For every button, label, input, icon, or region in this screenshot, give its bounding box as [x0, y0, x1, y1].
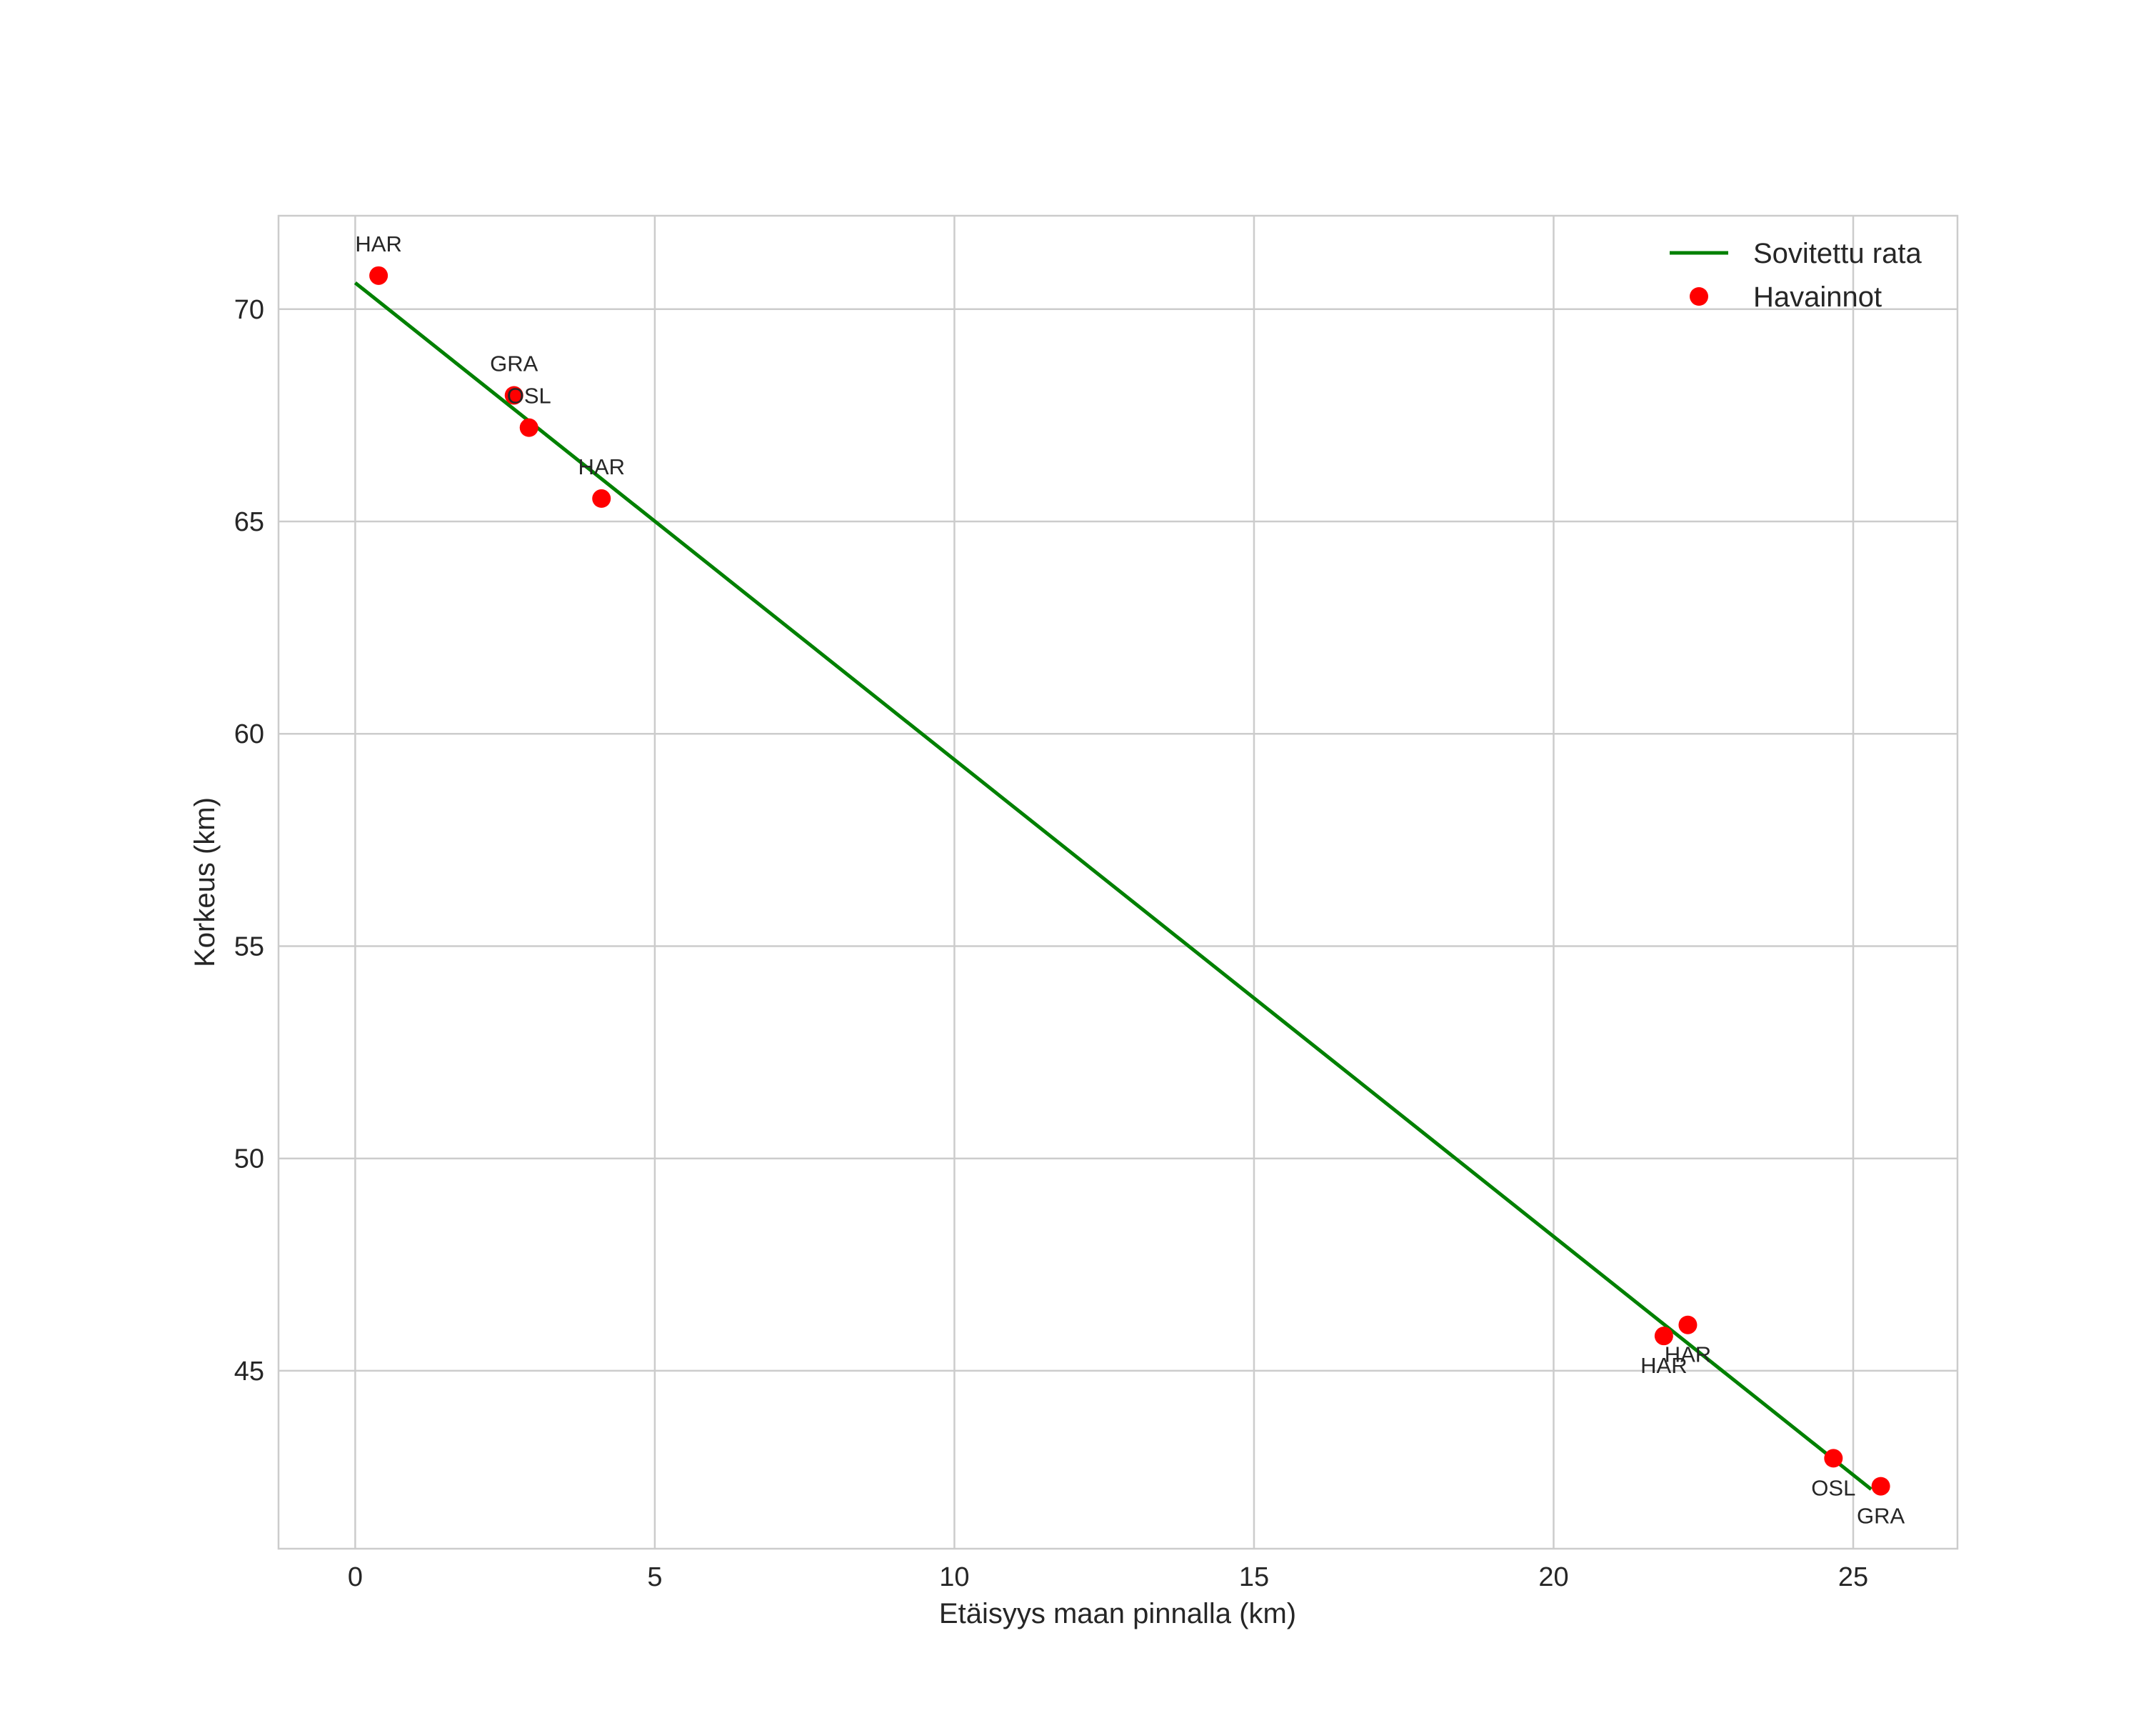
observation-point [1871, 1477, 1890, 1496]
observation-label: HAR [1665, 1342, 1711, 1367]
observation-label: GRA [490, 351, 538, 376]
tick-labels: 0 5 10 15 20 25 45 50 55 60 65 70 [234, 295, 1868, 1592]
plot-frame [277, 214, 1959, 1550]
observation-label: HAR [355, 231, 401, 256]
x-tick-label: 10 [939, 1562, 969, 1592]
y-tick-label: 55 [234, 932, 264, 962]
x-tick-label: 0 [348, 1562, 363, 1592]
fitted-trajectory-line [354, 281, 1872, 1491]
x-tick-label: 20 [1538, 1562, 1568, 1592]
x-tick-label: 5 [647, 1562, 662, 1592]
observation-point [1824, 1449, 1843, 1468]
observation-point [519, 418, 538, 437]
observation-point [592, 489, 611, 508]
observation-label: OSL [1811, 1475, 1855, 1500]
y-axis-label: Korkeus (km) [189, 797, 221, 967]
observation-point [504, 386, 523, 405]
grid [279, 216, 1957, 1549]
y-tick-label: 45 [234, 1357, 264, 1387]
observation-label: OSL [507, 384, 551, 409]
legend: Sovitettu rata Havainnot [1670, 238, 1922, 313]
legend-label-fit: Sovitettu rata [1753, 238, 1922, 269]
legend-marker-observations [1690, 287, 1708, 306]
observation-label: GRA [1857, 1504, 1905, 1529]
y-tick-label: 50 [234, 1144, 264, 1174]
observation-point [1678, 1315, 1698, 1334]
y-tick-label: 70 [234, 295, 264, 325]
observation-point [369, 266, 388, 285]
x-axis-label: Etäisyys maan pinnalla (km) [939, 1598, 1296, 1629]
observation-label: HAR [1640, 1353, 1687, 1378]
legend-label-observations: Havainnot [1753, 281, 1882, 313]
x-tick-label: 15 [1239, 1562, 1269, 1592]
y-tick-label: 60 [234, 719, 264, 749]
y-tick-label: 65 [234, 507, 264, 537]
observation-label: HAR [578, 454, 625, 479]
observation-point [1654, 1327, 1673, 1346]
x-tick-label: 25 [1838, 1562, 1868, 1592]
